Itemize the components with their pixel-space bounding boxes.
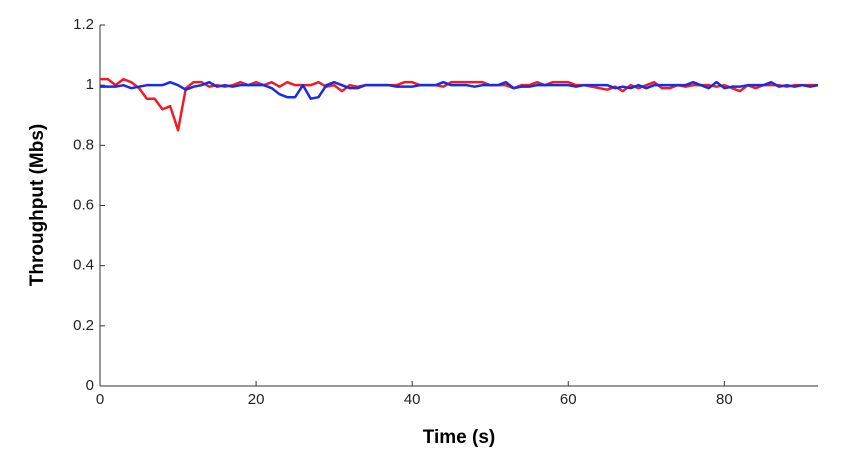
- y-tick-label: 0.2: [73, 317, 94, 334]
- y-axis-title: Throughput (Mbs): [27, 124, 48, 287]
- x-tick-label: 20: [248, 391, 265, 408]
- y-tick-label: 0.4: [73, 257, 94, 274]
- y-tick-label: 1.2: [73, 16, 94, 33]
- x-tick-label: 0: [96, 391, 104, 408]
- x-tick-label: 60: [560, 391, 577, 408]
- y-tick-label: 1: [86, 76, 94, 93]
- y-tick-label: 0.6: [73, 196, 94, 213]
- x-tick-label: 80: [716, 391, 733, 408]
- y-tick-label: 0.8: [73, 136, 94, 153]
- series-line: [100, 80, 819, 100]
- y-tick-label: 0: [86, 377, 94, 394]
- x-tick-label: 40: [404, 391, 421, 408]
- x-axis-title: Time (s): [423, 427, 496, 448]
